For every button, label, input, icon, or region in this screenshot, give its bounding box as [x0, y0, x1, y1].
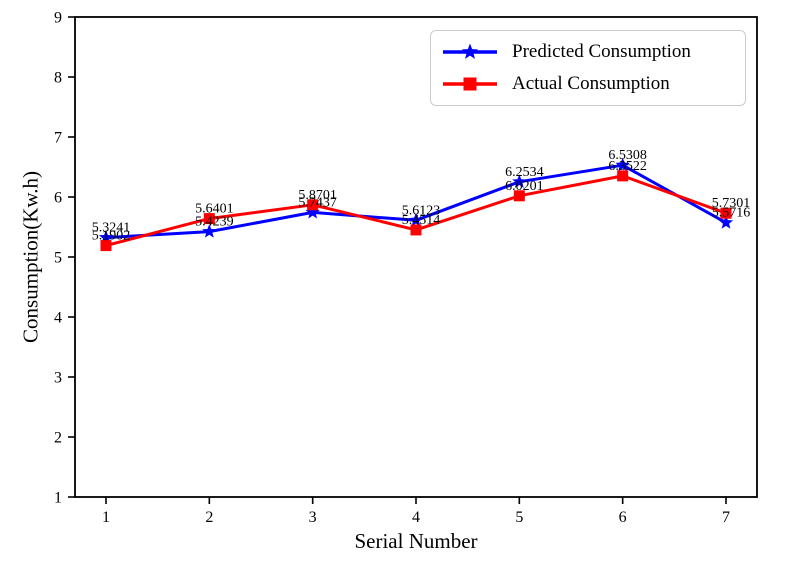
y-tick-label: 9 [54, 10, 62, 27]
point-label-series-0: 6.2534 [505, 165, 544, 180]
x-axis-title: Serial Number [354, 529, 478, 553]
point-label-series-0: 5.7437 [298, 195, 337, 210]
y-tick-label: 3 [54, 370, 62, 387]
y-tick-label: 5 [54, 250, 62, 267]
point-label-series-1: 5.6401 [195, 202, 234, 217]
data-point-marker-square [617, 170, 629, 182]
point-label-series-0: 5.6123 [402, 203, 441, 218]
x-tick-label: 5 [515, 509, 523, 526]
data-point-marker-star [615, 157, 630, 172]
predicted-swatch [443, 43, 497, 59]
y-tick-label: 7 [54, 130, 62, 147]
y-tick-label: 8 [54, 70, 62, 87]
point-label-series-1: 5.4514 [402, 213, 441, 228]
star-marker-icon [461, 43, 479, 59]
point-label-series-0: 5.3241 [92, 221, 131, 236]
legend-label-predicted: Predicted Consumption [512, 41, 691, 62]
legend-item-actual: Actual Consumption [441, 70, 735, 98]
y-axis-title: Consumption(Kw.h) [18, 171, 43, 343]
y-tick-label: 4 [54, 310, 62, 327]
x-tick-label: 3 [309, 509, 317, 526]
data-point-marker-square [100, 240, 112, 252]
legend-item-predicted: Predicted Consumption [441, 38, 735, 66]
data-point-marker-star [512, 174, 527, 188]
data-point-marker-star [408, 212, 424, 227]
point-label-series-1: 5.1902 [92, 229, 131, 244]
x-tick-label: 6 [619, 509, 627, 526]
point-label-series-1: 6.0201 [505, 179, 544, 194]
point-label-series-1: 5.8701 [298, 188, 337, 203]
y-tick-label: 2 [54, 430, 62, 447]
data-point-marker-square [203, 213, 215, 225]
y-tick-label: 6 [54, 190, 62, 207]
data-point-marker-star [718, 215, 734, 229]
actual-swatch [443, 77, 497, 91]
data-point-marker-square [410, 224, 422, 236]
data-point-marker-star [202, 224, 217, 238]
x-tick-label: 1 [102, 509, 110, 526]
point-label-series-0: 6.5308 [608, 148, 647, 163]
legend-label-actual: Actual Consumption [512, 73, 670, 94]
data-point-marker-square [720, 207, 732, 219]
data-point-marker-square [513, 190, 525, 202]
point-label-series-1: 5.7301 [712, 196, 751, 211]
data-point-marker-square [307, 199, 319, 211]
x-tick-label: 4 [412, 509, 420, 526]
data-point-marker-star [305, 204, 320, 219]
point-label-series-0: 5.5716 [712, 206, 751, 221]
legend: Predicted Consumption Actual Consumption [430, 30, 746, 106]
x-tick-label: 2 [205, 509, 213, 526]
point-label-series-0: 5.4239 [195, 215, 234, 230]
data-point-marker-star [98, 230, 114, 244]
square-marker-icon [463, 77, 477, 91]
y-tick-label: 1 [54, 490, 62, 507]
point-label-series-1: 6.3522 [608, 159, 647, 174]
x-tick-label: 7 [722, 509, 730, 526]
